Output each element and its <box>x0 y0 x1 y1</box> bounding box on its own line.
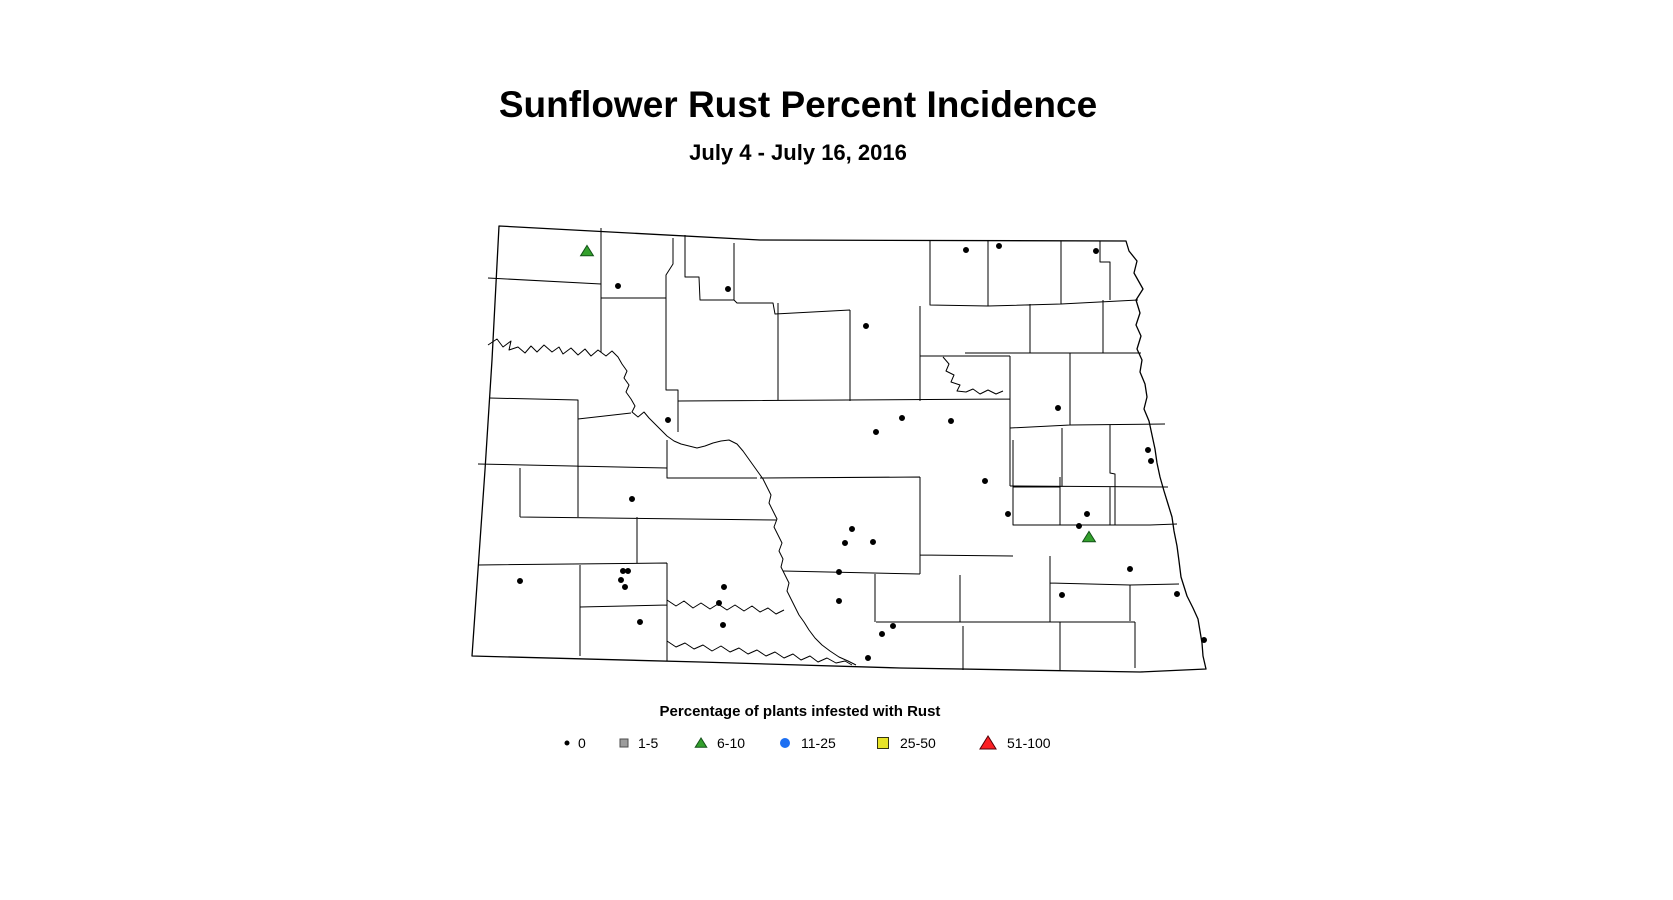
cannonball-river-boundary <box>666 599 785 615</box>
map-marker-0 <box>948 418 954 424</box>
legend-label-1-5: 1-5 <box>638 735 658 751</box>
map-marker-0 <box>1084 511 1090 517</box>
map-marker-0 <box>873 429 879 435</box>
map-marker-0 <box>842 540 848 546</box>
map-marker-0 <box>1127 566 1133 572</box>
legend-symbol-25-50 <box>877 737 889 749</box>
map-marker-0 <box>1093 248 1099 254</box>
map-marker-0 <box>870 539 876 545</box>
map-marker-0 <box>637 619 643 625</box>
missouri-river-boundary <box>487 338 857 666</box>
map-marker-0 <box>618 577 624 583</box>
legend-label-0: 0 <box>578 735 586 751</box>
map-marker-0 <box>725 286 731 292</box>
state-outline <box>471 225 1207 673</box>
map-marker-0 <box>1174 591 1180 597</box>
map-marker-0 <box>996 243 1002 249</box>
legend-label-11-25: 11-25 <box>801 735 836 751</box>
map-marker-6-10 <box>579 244 595 257</box>
legend-label-25-50: 25-50 <box>900 735 936 751</box>
map-marker-0 <box>1145 447 1151 453</box>
legend-symbol-1-5 <box>619 738 629 748</box>
map-marker-0 <box>899 415 905 421</box>
map-marker-0 <box>615 283 621 289</box>
map-marker-0 <box>1201 637 1207 643</box>
legend-symbol-6-10 <box>694 737 708 748</box>
map-marker-0 <box>890 623 896 629</box>
page-subtitle: July 4 - July 16, 2016 <box>689 140 907 165</box>
map-marker-0 <box>1005 511 1011 517</box>
legend-symbol-11-25 <box>780 738 790 748</box>
map-marker-0 <box>865 655 871 661</box>
map-marker-0 <box>620 568 626 574</box>
county-boundaries <box>477 228 1180 671</box>
map-marker-0 <box>863 323 869 329</box>
cedar-river-boundary <box>666 640 853 666</box>
legend-items: 0 1-5 6-10 11-25 25-50 51-100 <box>564 735 1051 751</box>
map-marker-0 <box>1076 523 1082 529</box>
legend-symbol-0 <box>564 740 570 746</box>
map-marker-0 <box>629 496 635 502</box>
map-marker-0 <box>720 622 726 628</box>
legend: Percentage of plants infested with Rust … <box>564 703 1051 751</box>
map-marker-0 <box>721 584 727 590</box>
map-marker-0 <box>1055 405 1061 411</box>
map-marker-0 <box>879 631 885 637</box>
map-marker-0 <box>517 578 523 584</box>
map-marker-0 <box>622 584 628 590</box>
map-marker-0 <box>716 600 722 606</box>
map-markers-layer <box>517 243 1207 661</box>
map-marker-0 <box>982 478 988 484</box>
map-marker-0 <box>665 417 671 423</box>
legend-label-6-10: 6-10 <box>717 735 745 751</box>
map-marker-0 <box>1148 458 1154 464</box>
page-title: Sunflower Rust Percent Incidence <box>499 84 1097 125</box>
map-marker-6-10 <box>1081 530 1097 543</box>
map-marker-0 <box>849 526 855 532</box>
map-marker-0 <box>836 598 842 604</box>
map-marker-0 <box>625 568 631 574</box>
legend-symbol-51-100 <box>979 735 997 750</box>
legend-title: Percentage of plants infested with Rust <box>660 703 941 720</box>
map-marker-0 <box>963 247 969 253</box>
devils-lake-boundary <box>942 356 1004 395</box>
map-marker-0 <box>836 569 842 575</box>
map-marker-0 <box>1059 592 1065 598</box>
legend-label-51-100: 51-100 <box>1007 735 1051 751</box>
